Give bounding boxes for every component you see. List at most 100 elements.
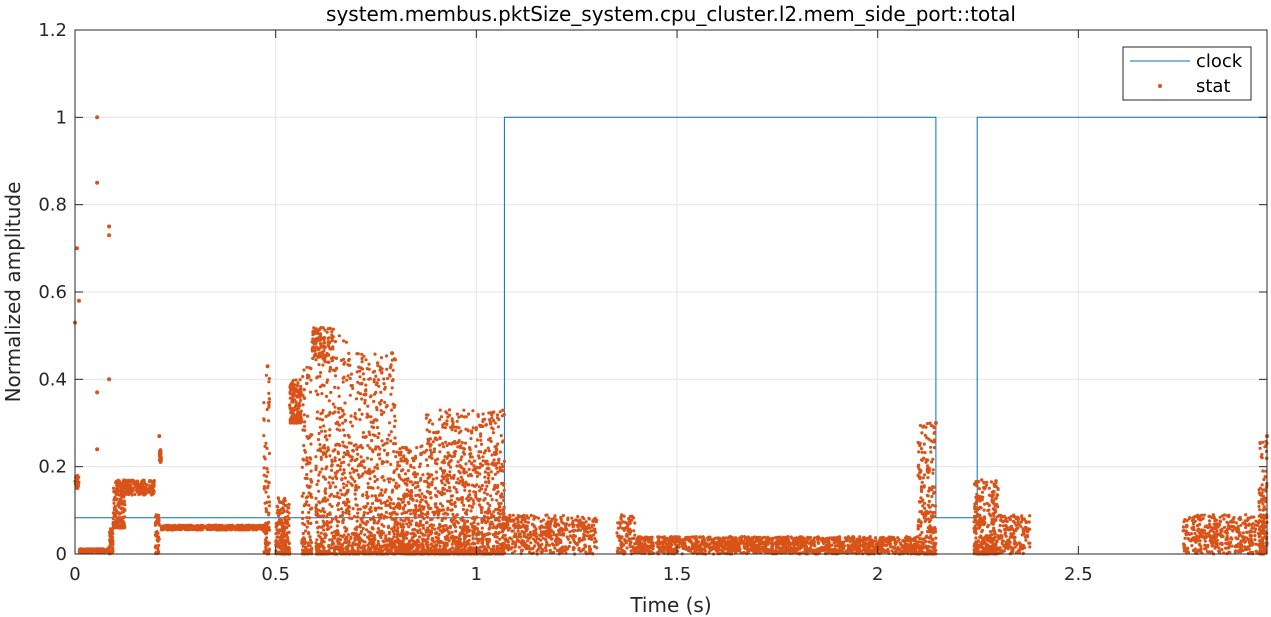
stat-point xyxy=(123,508,127,512)
stat-point xyxy=(533,530,537,534)
stat-point xyxy=(129,489,133,493)
stat-point xyxy=(277,551,281,555)
stat-point xyxy=(466,429,470,433)
stat-point xyxy=(310,506,314,510)
stat-point xyxy=(453,550,458,554)
stat-point xyxy=(361,493,365,497)
stat-point xyxy=(350,424,354,428)
stat-point xyxy=(409,488,413,493)
stat-point xyxy=(361,539,365,543)
stat-point xyxy=(350,532,354,536)
stat-point xyxy=(329,525,333,529)
stat-point xyxy=(401,445,405,449)
stat-point xyxy=(307,521,311,525)
stat-point xyxy=(303,420,307,424)
stat-point xyxy=(394,516,398,521)
stat-point xyxy=(322,510,327,514)
stat-point xyxy=(109,533,114,537)
stat-point xyxy=(579,521,583,526)
stat-point xyxy=(345,378,349,382)
stat-point xyxy=(483,491,487,495)
stat-point xyxy=(476,546,480,551)
stat-point xyxy=(451,512,455,516)
stat-point xyxy=(196,527,200,531)
stat-point xyxy=(317,363,321,367)
stat-point xyxy=(372,378,376,382)
stat-point xyxy=(497,547,501,551)
stat-point xyxy=(479,442,484,446)
stat-point xyxy=(328,428,332,432)
stat-point xyxy=(275,535,279,539)
stat-point xyxy=(309,480,314,484)
stat-point xyxy=(112,512,116,516)
stat-point xyxy=(475,527,479,531)
stat-point xyxy=(401,506,406,510)
stat-point xyxy=(495,535,499,539)
stat-point xyxy=(406,547,410,551)
stat-point xyxy=(401,479,405,483)
stat-point xyxy=(350,467,354,471)
stat-point xyxy=(302,458,306,462)
stat-point xyxy=(383,400,387,404)
stat-point xyxy=(333,340,337,344)
stat-point xyxy=(457,439,461,443)
stat-point xyxy=(352,515,356,519)
stat-point xyxy=(419,531,423,535)
stat-point xyxy=(487,449,491,453)
stat-point xyxy=(432,548,436,552)
stat-cloud xyxy=(262,373,272,556)
stat-point xyxy=(498,494,503,498)
stat-point xyxy=(314,505,318,510)
stat-cloud xyxy=(157,448,163,464)
stat-point xyxy=(385,499,390,503)
stat-point xyxy=(285,533,289,537)
stat-point xyxy=(338,464,342,468)
stat-point xyxy=(425,448,429,452)
stat-point xyxy=(314,541,318,545)
stat-point xyxy=(334,356,339,360)
stat-point xyxy=(281,506,285,510)
stat-point xyxy=(576,515,580,519)
stat-point xyxy=(360,360,364,364)
stat-point xyxy=(382,524,386,528)
stat-point xyxy=(118,516,122,520)
stat-point xyxy=(368,534,372,538)
stat-point xyxy=(264,373,268,377)
stat-point xyxy=(488,510,492,514)
stat-point xyxy=(501,439,505,443)
stat-point xyxy=(497,457,501,461)
stat-point xyxy=(475,515,479,520)
stat-point xyxy=(288,403,292,407)
stat-point xyxy=(502,507,506,511)
stat-point xyxy=(342,468,346,472)
stat-point xyxy=(492,418,496,423)
stat-point xyxy=(489,494,493,498)
stat-point xyxy=(328,502,332,507)
stat-point xyxy=(444,410,448,414)
stat-point xyxy=(465,508,469,512)
stat-point xyxy=(557,523,561,527)
stat-point xyxy=(384,503,388,508)
stat-point xyxy=(467,459,471,463)
stat-point xyxy=(365,528,369,532)
stat-point xyxy=(445,443,449,448)
stat-point xyxy=(334,443,338,447)
stat-point xyxy=(264,474,269,478)
stat-point xyxy=(589,529,593,533)
stat-point xyxy=(342,486,346,490)
stat-point xyxy=(501,408,505,412)
stat-point xyxy=(467,529,471,534)
stat-point xyxy=(370,425,374,429)
stat-point xyxy=(354,488,358,492)
stat-point xyxy=(442,512,446,516)
stat-point xyxy=(384,536,388,541)
stat-point xyxy=(360,519,364,524)
stat-point xyxy=(361,526,365,531)
stat-point xyxy=(349,420,353,424)
stat-point xyxy=(442,445,446,449)
stat-point xyxy=(471,468,475,472)
stat-point xyxy=(445,479,449,484)
stat-point xyxy=(262,434,266,438)
stat-point xyxy=(299,384,303,389)
stat-point xyxy=(464,470,468,474)
